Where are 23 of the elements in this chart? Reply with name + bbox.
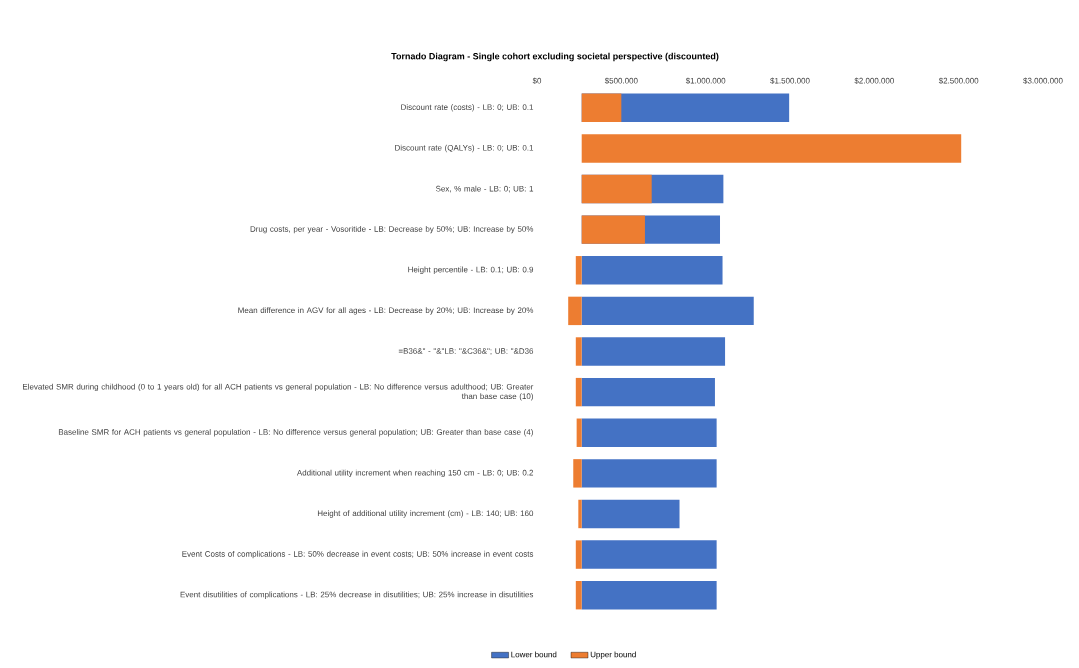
- bar: [581, 256, 723, 285]
- bar: [575, 337, 582, 366]
- bar: [568, 296, 582, 326]
- bar: [578, 499, 582, 529]
- bar: [576, 418, 582, 447]
- bar: [581, 337, 726, 366]
- bar: [581, 93, 622, 123]
- bar: [581, 459, 717, 488]
- bar: [575, 540, 582, 569]
- bar: [581, 174, 652, 204]
- bar: [573, 459, 582, 488]
- bar: [575, 580, 582, 610]
- bar: [581, 134, 962, 163]
- bar: [581, 580, 717, 610]
- bar: [581, 418, 717, 447]
- chart-title: Tornado Diagram - Single cohort excluding societal perspective (discounted): [391, 52, 719, 62]
- bar: [581, 296, 754, 326]
- bar: [581, 499, 680, 529]
- bar: [581, 377, 715, 407]
- bar: [581, 215, 645, 244]
- bar: [575, 377, 582, 407]
- bar: [581, 540, 717, 569]
- bar: [575, 256, 582, 285]
